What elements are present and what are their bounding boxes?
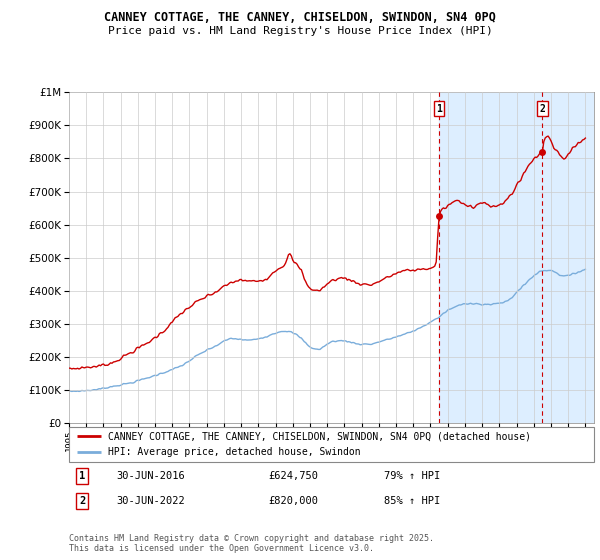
Bar — [439, 92, 542, 423]
Bar — [542, 92, 594, 423]
Text: 79% ↑ HPI: 79% ↑ HPI — [384, 471, 440, 481]
Text: £624,750: £624,750 — [269, 471, 319, 481]
Text: CANNEY COTTAGE, THE CANNEY, CHISELDON, SWINDON, SN4 0PQ (detached house): CANNEY COTTAGE, THE CANNEY, CHISELDON, S… — [109, 431, 532, 441]
Text: CANNEY COTTAGE, THE CANNEY, CHISELDON, SWINDON, SN4 0PQ: CANNEY COTTAGE, THE CANNEY, CHISELDON, S… — [104, 11, 496, 24]
FancyBboxPatch shape — [69, 427, 594, 462]
Text: 1: 1 — [79, 471, 85, 481]
Text: £820,000: £820,000 — [269, 496, 319, 506]
Text: 2: 2 — [79, 496, 85, 506]
Text: 30-JUN-2022: 30-JUN-2022 — [116, 496, 185, 506]
Text: 85% ↑ HPI: 85% ↑ HPI — [384, 496, 440, 506]
Text: HPI: Average price, detached house, Swindon: HPI: Average price, detached house, Swin… — [109, 447, 361, 458]
Text: Price paid vs. HM Land Registry's House Price Index (HPI): Price paid vs. HM Land Registry's House … — [107, 26, 493, 36]
Text: 2: 2 — [539, 104, 545, 114]
Text: 1: 1 — [436, 104, 442, 114]
Text: 30-JUN-2016: 30-JUN-2016 — [116, 471, 185, 481]
Text: Contains HM Land Registry data © Crown copyright and database right 2025.
This d: Contains HM Land Registry data © Crown c… — [69, 534, 434, 553]
